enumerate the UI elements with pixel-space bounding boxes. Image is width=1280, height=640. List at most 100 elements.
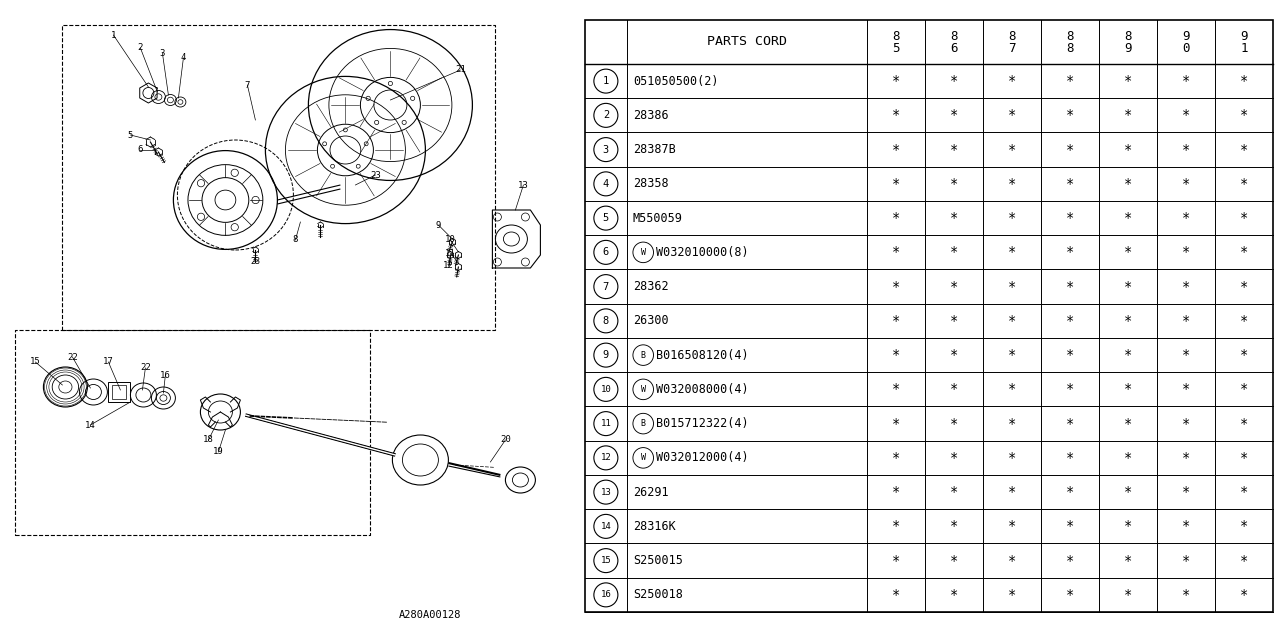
Text: 8: 8 [892, 30, 900, 44]
Text: *: * [1066, 382, 1074, 396]
Text: *: * [1124, 177, 1133, 191]
Text: 5: 5 [128, 131, 133, 140]
Text: *: * [1124, 280, 1133, 294]
Text: *: * [892, 485, 900, 499]
Text: 9: 9 [435, 221, 442, 230]
Text: *: * [892, 211, 900, 225]
Text: *: * [1066, 520, 1074, 533]
Text: 26291: 26291 [632, 486, 668, 499]
Text: *: * [1124, 211, 1133, 225]
Text: *: * [1240, 485, 1248, 499]
Text: *: * [1066, 451, 1074, 465]
Text: B015712322(4): B015712322(4) [655, 417, 748, 430]
Text: 7: 7 [244, 81, 250, 90]
Text: *: * [1124, 143, 1133, 157]
Text: *: * [1181, 588, 1190, 602]
Text: *: * [892, 280, 900, 294]
Text: 1: 1 [1240, 42, 1248, 55]
Text: *: * [950, 382, 959, 396]
Text: *: * [1009, 314, 1016, 328]
Text: *: * [892, 417, 900, 431]
Text: *: * [1240, 211, 1248, 225]
Text: *: * [1066, 554, 1074, 568]
Text: 8: 8 [1066, 30, 1074, 44]
Text: *: * [1009, 177, 1016, 191]
Text: *: * [1240, 280, 1248, 294]
Text: *: * [1009, 348, 1016, 362]
Text: *: * [1124, 348, 1133, 362]
Text: *: * [1181, 280, 1190, 294]
Text: 11: 11 [445, 248, 456, 257]
Text: *: * [1181, 554, 1190, 568]
Text: *: * [892, 314, 900, 328]
Text: *: * [1009, 554, 1016, 568]
Text: *: * [1124, 520, 1133, 533]
Text: 3: 3 [603, 145, 609, 155]
Text: *: * [1009, 417, 1016, 431]
Text: *: * [1240, 74, 1248, 88]
Text: *: * [1066, 108, 1074, 122]
Text: *: * [1066, 177, 1074, 191]
Text: *: * [950, 554, 959, 568]
Text: *: * [950, 108, 959, 122]
Text: *: * [1240, 348, 1248, 362]
Text: *: * [1181, 211, 1190, 225]
Text: *: * [1181, 417, 1190, 431]
Text: *: * [1240, 554, 1248, 568]
Text: *: * [1066, 314, 1074, 328]
Text: *: * [1181, 348, 1190, 362]
Text: *: * [1181, 74, 1190, 88]
Text: *: * [1124, 451, 1133, 465]
Text: 6: 6 [951, 42, 957, 55]
Text: 15: 15 [29, 358, 41, 367]
Text: 14: 14 [600, 522, 612, 531]
Text: 8: 8 [1124, 30, 1132, 44]
Text: 4: 4 [603, 179, 609, 189]
Text: *: * [892, 177, 900, 191]
Text: W032010000(8): W032010000(8) [655, 246, 748, 259]
Text: *: * [1066, 280, 1074, 294]
Text: 1: 1 [603, 76, 609, 86]
Text: *: * [950, 451, 959, 465]
Text: 8: 8 [1009, 30, 1016, 44]
Text: 6: 6 [603, 247, 609, 257]
Text: *: * [950, 417, 959, 431]
Text: B: B [641, 419, 645, 428]
Text: *: * [892, 245, 900, 259]
Text: 9: 9 [603, 350, 609, 360]
Text: *: * [892, 74, 900, 88]
Text: 7: 7 [1009, 42, 1016, 55]
Text: 17: 17 [102, 358, 114, 367]
Text: *: * [1009, 108, 1016, 122]
Text: *: * [950, 314, 959, 328]
Text: *: * [1124, 74, 1133, 88]
Text: 1: 1 [110, 31, 116, 40]
Text: *: * [1124, 314, 1133, 328]
Text: *: * [1240, 588, 1248, 602]
Text: *: * [1066, 74, 1074, 88]
Text: *: * [892, 382, 900, 396]
Text: 8: 8 [951, 30, 957, 44]
Text: 16: 16 [160, 371, 170, 380]
Text: *: * [892, 451, 900, 465]
Text: B: B [641, 351, 645, 360]
Text: 19: 19 [212, 447, 224, 456]
Text: 22: 22 [140, 364, 151, 372]
Text: 9: 9 [1240, 30, 1248, 44]
Text: *: * [1240, 177, 1248, 191]
Text: 23: 23 [370, 170, 380, 179]
Text: 12: 12 [443, 262, 454, 271]
Text: *: * [950, 485, 959, 499]
Text: *: * [1066, 485, 1074, 499]
Text: *: * [892, 348, 900, 362]
Text: *: * [1124, 108, 1133, 122]
Text: *: * [1181, 314, 1190, 328]
Text: *: * [1240, 520, 1248, 533]
Text: *: * [1240, 245, 1248, 259]
Text: *: * [1009, 485, 1016, 499]
Text: *: * [1066, 143, 1074, 157]
Text: 6: 6 [138, 145, 143, 154]
Text: 18: 18 [204, 435, 214, 445]
Text: *: * [1240, 314, 1248, 328]
Text: *: * [1009, 520, 1016, 533]
